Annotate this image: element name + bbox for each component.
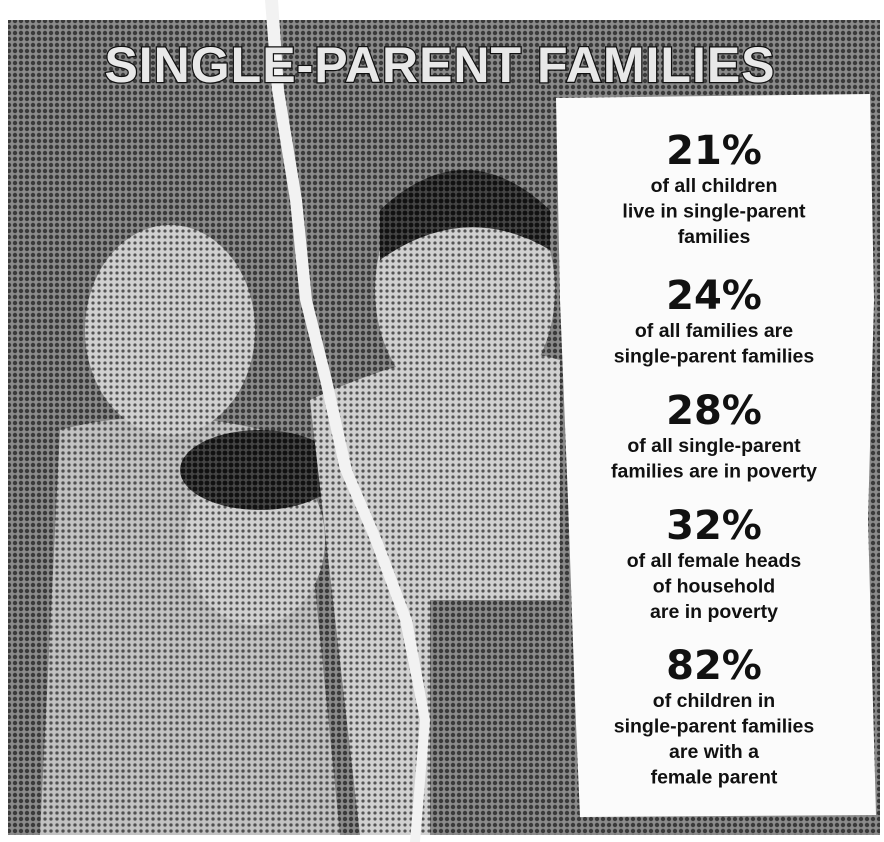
stat-panel	[556, 94, 876, 817]
stat-text: single-parent families	[614, 346, 815, 368]
stat-text: of household	[653, 576, 775, 598]
stat-text: live in single-parent	[622, 201, 806, 223]
stat-text: families	[678, 226, 751, 248]
stat-text: are in poverty	[650, 601, 778, 623]
stat-text: single-parent families	[614, 716, 815, 738]
stat-text: of all children	[651, 175, 778, 197]
stats: 21%of all children live in single-parent f…	[611, 128, 817, 789]
stat-text: of all single-parent	[627, 435, 801, 457]
stat-figure: 32%	[666, 503, 762, 549]
stat-text: of children in	[653, 690, 775, 712]
tear	[265, 0, 430, 842]
stat-text: families are in poverty	[611, 461, 817, 483]
stat-figure: 24%	[666, 273, 762, 319]
stat-text: female parent	[651, 767, 778, 789]
stat-text: are with a	[669, 741, 759, 763]
stat-figure: 28%	[666, 388, 762, 434]
stat-figure: 82%	[666, 643, 762, 689]
title: SINGLE-PARENT FAMILIES	[104, 37, 775, 93]
stat-text: of all families are	[635, 320, 793, 342]
stat-text: of all female heads	[627, 550, 802, 572]
stat-figure: 21%	[666, 128, 762, 174]
